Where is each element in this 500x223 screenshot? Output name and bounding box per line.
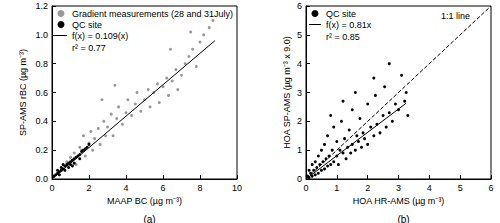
svg-text:0.2: 0.2: [35, 145, 48, 155]
svg-text:f(x) = 0.109(x): f(x) = 0.109(x): [72, 31, 128, 41]
svg-text:0: 0: [303, 183, 308, 193]
svg-text:4: 4: [427, 183, 432, 193]
svg-text:1.2: 1.2: [35, 1, 48, 11]
svg-text:2: 2: [365, 183, 370, 193]
svg-text:0.4: 0.4: [35, 116, 48, 126]
svg-text:6: 6: [488, 183, 493, 193]
svg-text:1:1 line: 1:1 line: [441, 11, 470, 21]
svg-text:6: 6: [297, 1, 302, 11]
svg-text:3: 3: [297, 88, 302, 98]
svg-text:5: 5: [297, 30, 302, 40]
svg-text:2: 2: [86, 183, 91, 193]
svg-text:MAAP BC (µg m⁻³): MAAP BC (µg m⁻³): [107, 196, 182, 206]
svg-text:6: 6: [160, 183, 165, 193]
svg-text:0.6: 0.6: [35, 88, 48, 98]
svg-text:r² = 0.77: r² = 0.77: [72, 43, 106, 53]
svg-text:0.0: 0.0: [35, 174, 48, 184]
svg-text:0: 0: [49, 183, 54, 193]
svg-text:HOA HR-AMS (µg m⁻³): HOA HR-AMS (µg m⁻³): [353, 196, 445, 206]
svg-text:SP-AMS rBC (µg m⁻³): SP-AMS rBC (µg m⁻³): [18, 49, 28, 136]
svg-text:3: 3: [396, 183, 401, 193]
svg-text:f(x) = 0.81x: f(x) = 0.81x: [326, 20, 372, 30]
svg-text:1: 1: [334, 183, 339, 193]
svg-text:r² = 0.85: r² = 0.85: [326, 32, 360, 42]
svg-text:2: 2: [297, 116, 302, 126]
svg-text:0: 0: [297, 174, 302, 184]
svg-text:HOA SP-AMS (µg m⁻³ x 9.0): HOA SP-AMS (µg m⁻³ x 9.0): [282, 36, 292, 149]
svg-text:(b): (b): [397, 214, 409, 223]
svg-text:Gradient measurements (28 and: Gradient measurements (28 and 31July): [72, 9, 233, 19]
svg-text:QC site: QC site: [72, 20, 102, 30]
svg-text:1.0: 1.0: [35, 30, 48, 40]
svg-text:4: 4: [297, 59, 302, 69]
svg-text:5: 5: [458, 183, 463, 193]
svg-text:4: 4: [123, 183, 128, 193]
svg-text:1: 1: [297, 145, 302, 155]
svg-text:10: 10: [232, 183, 242, 193]
svg-text:QC site: QC site: [326, 9, 356, 19]
svg-text:(a): (a): [143, 214, 155, 223]
svg-text:0.8: 0.8: [35, 59, 48, 69]
svg-text:8: 8: [197, 183, 202, 193]
